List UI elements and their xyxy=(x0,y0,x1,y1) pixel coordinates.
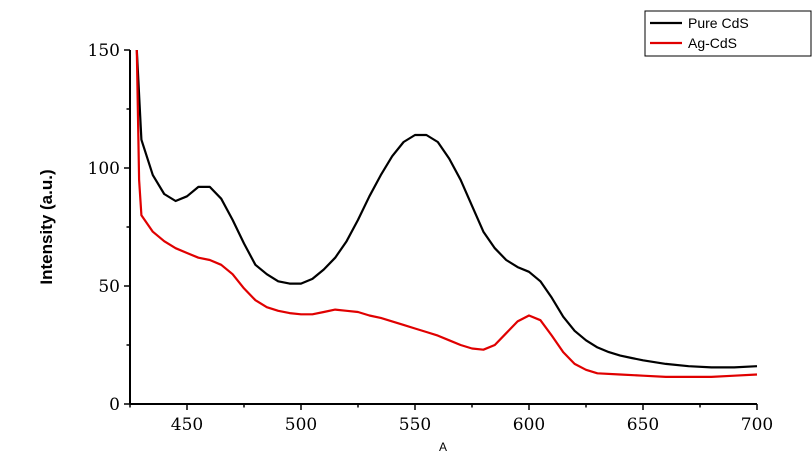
x-tick-label: 700 xyxy=(741,415,773,435)
legend: Pure CdS Ag-CdS xyxy=(644,10,812,57)
y-tick-label: 50 xyxy=(98,277,120,297)
y-tick-label: 150 xyxy=(88,41,120,61)
legend-label-ag-cds: Ag-CdS xyxy=(688,35,737,51)
x-tick-label: 550 xyxy=(399,415,431,435)
y-tick-label: 100 xyxy=(88,159,120,179)
y-axis-title: Intensity (a.u.) xyxy=(37,169,56,284)
legend-box xyxy=(644,10,812,57)
plot-lines xyxy=(135,49,758,378)
x-axis-ticks: 450 500 550 600 650 700 xyxy=(129,404,773,435)
x-tick-label: 650 xyxy=(627,415,659,435)
x-axis-title: A xyxy=(439,440,447,454)
x-tick-label: 500 xyxy=(285,415,317,435)
y-axis-ticks: 0 50 100 150 xyxy=(88,41,130,415)
legend-label-pure-cds: Pure CdS xyxy=(688,15,749,31)
y-tick-label: 0 xyxy=(109,395,120,415)
series-line-0 xyxy=(135,49,758,369)
axes xyxy=(129,50,757,405)
series-line-1 xyxy=(135,49,758,378)
x-tick-label: 600 xyxy=(513,415,545,435)
x-tick-label: 450 xyxy=(171,415,203,435)
